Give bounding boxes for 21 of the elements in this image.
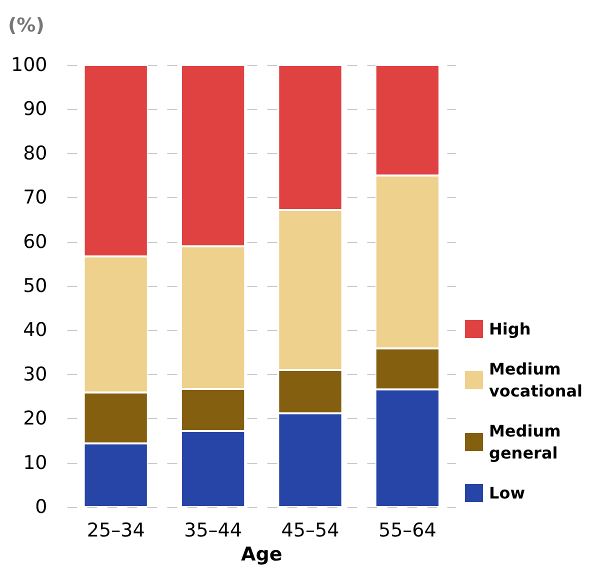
legend-label: High (489, 320, 531, 338)
x-axis-title: Age (241, 544, 282, 566)
y-tick-label: 50 (23, 275, 48, 297)
y-tick-label: 0 (35, 496, 48, 518)
legend-label: Low (489, 484, 526, 502)
y-tick-label: 30 (23, 363, 48, 386)
y-tick-label: 80 (23, 142, 48, 164)
legend-label: Medium general (489, 422, 566, 462)
y-tick-label: 20 (23, 408, 48, 430)
x-tick-label: 25–34 (86, 520, 145, 542)
y-tick-label: 40 (23, 319, 48, 342)
y-tick-label: 100 (11, 54, 48, 76)
x-tick-label: 45–54 (281, 520, 340, 542)
y-tick-label: 70 (23, 186, 48, 209)
y-tick-label: 90 (23, 98, 48, 120)
x-tick-label: 35–44 (184, 520, 242, 542)
y-axis-title: (%) (8, 14, 44, 36)
legend-label: Medium vocational (489, 360, 582, 400)
x-tick-label: 55–64 (378, 520, 436, 542)
y-tick-label: 10 (23, 452, 48, 474)
y-tick-label: 60 (23, 230, 48, 253)
